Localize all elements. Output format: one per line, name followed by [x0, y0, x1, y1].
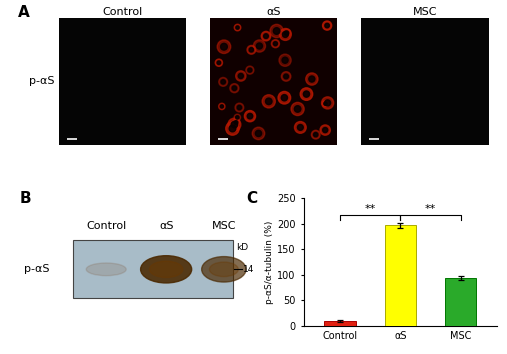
Circle shape: [295, 121, 306, 133]
Circle shape: [234, 24, 241, 31]
Ellipse shape: [209, 262, 238, 276]
Circle shape: [313, 132, 318, 137]
Circle shape: [235, 103, 244, 112]
Y-axis label: p-αS/α-tubulin (%): p-αS/α-tubulin (%): [265, 220, 274, 304]
Circle shape: [247, 113, 253, 119]
Circle shape: [232, 86, 237, 91]
Text: Control: Control: [86, 221, 126, 231]
Circle shape: [217, 40, 231, 53]
Circle shape: [273, 42, 277, 46]
Circle shape: [309, 76, 315, 82]
Circle shape: [220, 105, 224, 108]
Title: αS: αS: [267, 7, 281, 17]
Circle shape: [303, 91, 310, 97]
Circle shape: [236, 71, 246, 81]
Circle shape: [234, 121, 238, 124]
Circle shape: [311, 130, 320, 139]
Circle shape: [264, 34, 268, 39]
Circle shape: [252, 127, 265, 140]
Circle shape: [248, 68, 252, 72]
Circle shape: [291, 102, 304, 115]
Circle shape: [215, 59, 223, 66]
Text: C: C: [246, 191, 257, 206]
Circle shape: [257, 43, 263, 49]
Circle shape: [325, 23, 330, 28]
Circle shape: [270, 24, 283, 38]
Circle shape: [281, 95, 287, 101]
Circle shape: [219, 103, 225, 110]
Y-axis label: p-αS: p-αS: [29, 76, 55, 86]
Circle shape: [256, 130, 262, 137]
Circle shape: [271, 40, 279, 48]
Circle shape: [221, 43, 227, 50]
Circle shape: [279, 54, 291, 66]
Circle shape: [249, 48, 254, 52]
Text: **: **: [365, 204, 376, 214]
Circle shape: [306, 73, 318, 85]
Circle shape: [217, 61, 221, 64]
Circle shape: [324, 100, 331, 106]
Text: 14: 14: [243, 265, 254, 274]
Circle shape: [236, 26, 239, 29]
Circle shape: [324, 102, 327, 105]
Bar: [445, 278, 477, 326]
Ellipse shape: [202, 257, 246, 282]
Circle shape: [237, 105, 241, 110]
Circle shape: [284, 74, 288, 79]
Circle shape: [246, 66, 254, 74]
Circle shape: [262, 95, 275, 108]
Circle shape: [284, 31, 288, 35]
Circle shape: [229, 125, 236, 132]
Text: **: **: [425, 204, 436, 214]
Circle shape: [236, 116, 239, 119]
Ellipse shape: [140, 256, 192, 283]
Circle shape: [295, 106, 301, 112]
Circle shape: [281, 72, 291, 81]
Text: A: A: [18, 5, 30, 20]
Circle shape: [234, 114, 241, 121]
Title: MSC: MSC: [413, 7, 437, 17]
Circle shape: [254, 40, 266, 52]
Text: αS: αS: [159, 221, 173, 231]
Text: kD: kD: [236, 243, 248, 252]
Circle shape: [322, 21, 332, 30]
Circle shape: [230, 84, 239, 93]
Circle shape: [273, 28, 280, 34]
Circle shape: [266, 98, 272, 105]
Circle shape: [278, 91, 291, 104]
Circle shape: [226, 122, 239, 135]
Circle shape: [282, 29, 291, 37]
Bar: [385, 225, 416, 326]
Ellipse shape: [150, 261, 183, 278]
Circle shape: [282, 57, 288, 63]
Circle shape: [219, 78, 228, 86]
FancyBboxPatch shape: [73, 240, 233, 298]
Ellipse shape: [86, 263, 126, 276]
Circle shape: [238, 73, 243, 79]
Circle shape: [279, 28, 292, 40]
Circle shape: [322, 127, 328, 133]
Circle shape: [231, 121, 238, 128]
Circle shape: [247, 45, 256, 54]
Circle shape: [282, 32, 288, 38]
Circle shape: [320, 125, 331, 135]
Title: Control: Control: [102, 7, 143, 17]
Circle shape: [221, 80, 226, 84]
Bar: [324, 321, 356, 326]
Circle shape: [232, 119, 240, 126]
Circle shape: [298, 125, 303, 130]
Circle shape: [300, 88, 313, 100]
Circle shape: [228, 118, 241, 131]
Circle shape: [322, 101, 329, 107]
Text: B: B: [20, 191, 31, 206]
Text: p-αS: p-αS: [24, 264, 50, 274]
Circle shape: [261, 32, 271, 41]
Text: MSC: MSC: [211, 221, 236, 231]
Circle shape: [244, 110, 256, 122]
Circle shape: [321, 97, 334, 109]
